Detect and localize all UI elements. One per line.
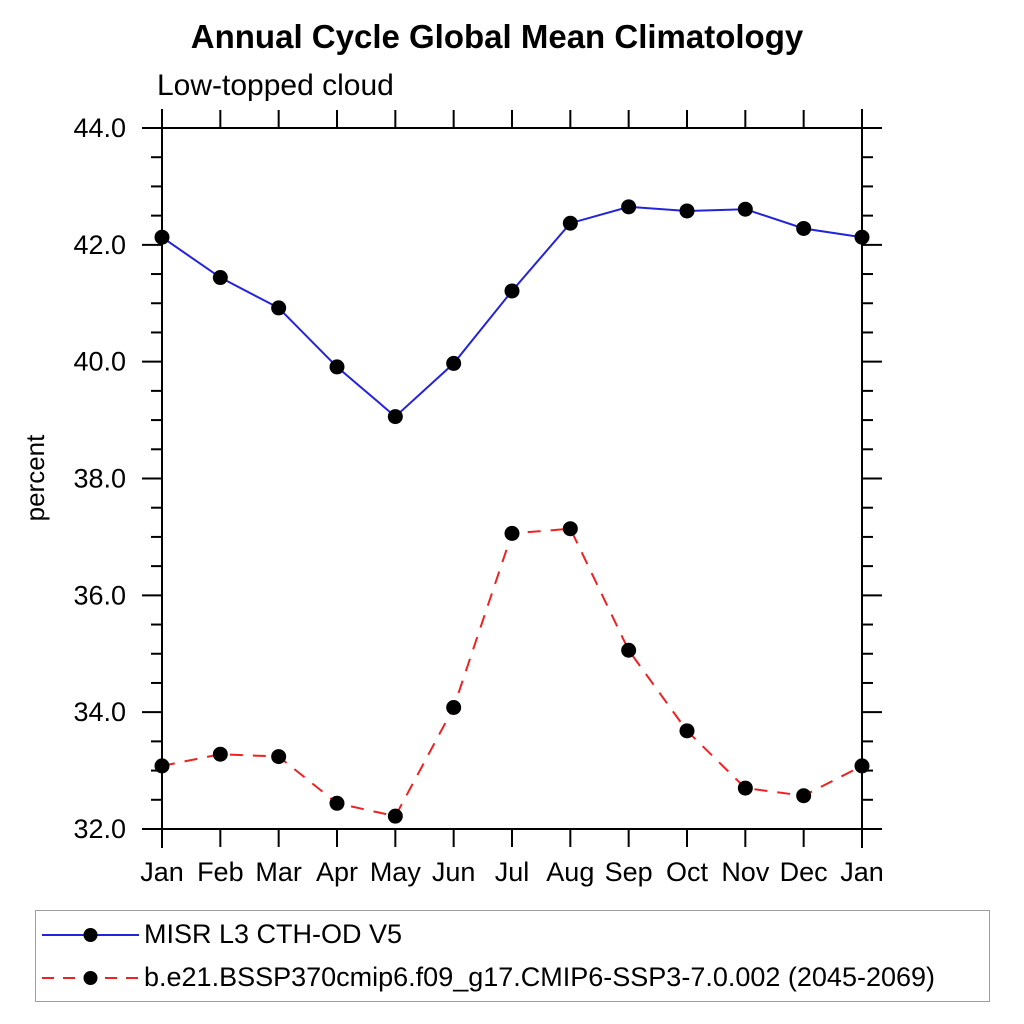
data-point-marker-0 bbox=[387, 409, 403, 425]
x-tick-label: Aug bbox=[546, 857, 594, 887]
data-point-marker-1 bbox=[446, 699, 462, 715]
y-tick-label: 44.0 bbox=[73, 113, 126, 143]
x-tick-label: Apr bbox=[316, 857, 358, 887]
data-point-marker-0 bbox=[621, 199, 637, 215]
data-point-marker-0 bbox=[271, 300, 287, 316]
legend-row: b.e21.BSSP370cmip6.f09_g17.CMIP6-SSP3-7.… bbox=[36, 956, 989, 999]
y-tick-label: 42.0 bbox=[73, 230, 126, 260]
data-point-marker-1 bbox=[679, 723, 695, 739]
data-point-marker-1 bbox=[271, 749, 287, 765]
data-point-marker-1 bbox=[737, 780, 753, 796]
data-point-marker-0 bbox=[854, 229, 870, 245]
x-tick-label: Mar bbox=[255, 857, 302, 887]
legend-key-line bbox=[42, 927, 139, 942]
chart-subtitle: Low-topped cloud bbox=[157, 69, 394, 102]
x-tick-label: Oct bbox=[666, 857, 709, 887]
legend-label: MISR L3 CTH-OD V5 bbox=[144, 919, 403, 949]
x-tick-label: Dec bbox=[780, 857, 828, 887]
data-point-marker-0 bbox=[679, 203, 695, 219]
x-tick-label: Jun bbox=[432, 857, 476, 887]
data-point-marker-1 bbox=[796, 788, 812, 804]
y-tick-label: 38.0 bbox=[73, 464, 126, 494]
x-tick-label: Feb bbox=[197, 857, 244, 887]
data-point-marker-0 bbox=[212, 270, 228, 286]
x-tick-label: Jan bbox=[840, 857, 884, 887]
x-tick-label: Jul bbox=[495, 857, 530, 887]
legend-marker-icon bbox=[83, 927, 98, 942]
chart-title: Annual Cycle Global Mean Climatology bbox=[190, 18, 804, 55]
y-tick-label: 34.0 bbox=[73, 697, 126, 727]
data-point-marker-1 bbox=[854, 758, 870, 774]
legend-row: MISR L3 CTH-OD V5 bbox=[36, 913, 989, 956]
y-axis-label: percent bbox=[20, 434, 50, 521]
x-tick-label: Jan bbox=[140, 857, 184, 887]
data-point-marker-1 bbox=[387, 808, 403, 824]
data-point-marker-1 bbox=[212, 746, 228, 762]
data-point-marker-1 bbox=[562, 521, 578, 537]
y-tick-label: 40.0 bbox=[73, 347, 126, 377]
y-tick-label: 36.0 bbox=[73, 580, 126, 610]
data-point-marker-0 bbox=[329, 359, 345, 375]
y-tick-label: 32.0 bbox=[73, 814, 126, 844]
legend-label: b.e21.BSSP370cmip6.f09_g17.CMIP6-SSP3-7.… bbox=[144, 962, 936, 992]
series-line-1 bbox=[161, 527, 863, 818]
data-point-marker-1 bbox=[154, 758, 170, 774]
legend-marker-icon bbox=[83, 970, 98, 985]
x-tick-label: May bbox=[370, 857, 422, 887]
x-tick-label: Sep bbox=[605, 857, 653, 887]
data-point-marker-0 bbox=[562, 215, 578, 231]
x-tick-label: Nov bbox=[721, 857, 770, 887]
series-line-0 bbox=[161, 205, 863, 418]
plot-area: Jan Feb Mar Apr May Jun Jul Aug Sep Oct Nov Dec Jan 3… bbox=[20, 109, 884, 887]
data-point-marker-0 bbox=[154, 229, 170, 245]
legend-box: MISR L3 CTH-OD V5 b.e21.BSSP370cmip6.f09_… bbox=[35, 910, 990, 1002]
data-point-marker-0 bbox=[504, 283, 520, 299]
data-point-marker-0 bbox=[446, 355, 462, 371]
data-point-marker-1 bbox=[621, 642, 637, 658]
data-point-marker-1 bbox=[504, 525, 520, 541]
data-point-marker-0 bbox=[796, 220, 812, 236]
data-point-marker-1 bbox=[329, 795, 345, 811]
legend-key-line bbox=[42, 970, 139, 985]
data-point-marker-0 bbox=[737, 201, 753, 217]
